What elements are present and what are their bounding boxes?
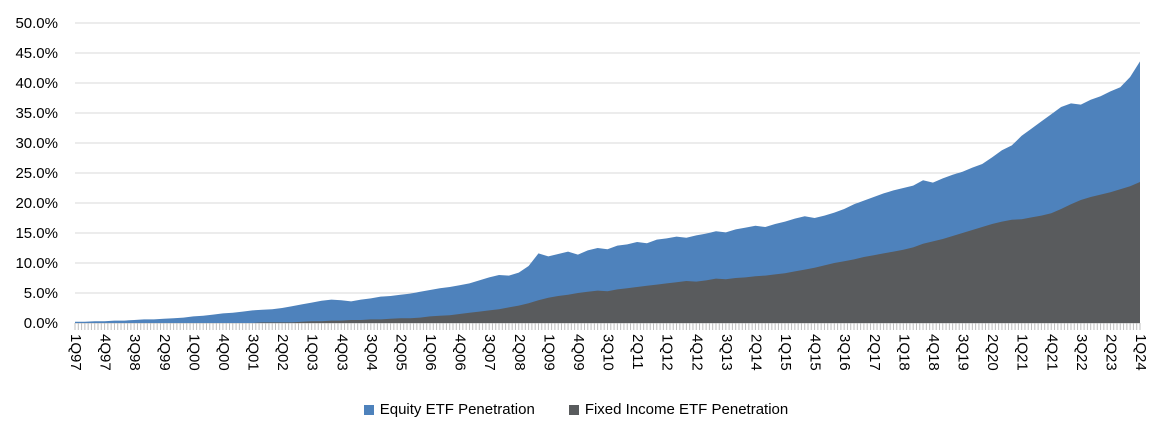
x-axis-tick-label: 2Q02 bbox=[274, 334, 291, 371]
x-axis-tick-label: 1Q97 bbox=[67, 334, 84, 371]
x-axis-tick-label: 2Q11 bbox=[629, 334, 646, 370]
x-axis-tick-label: 4Q21 bbox=[1043, 334, 1060, 371]
x-axis-tick-label: 4Q12 bbox=[688, 334, 705, 371]
x-axis-tick-label: 3Q13 bbox=[718, 334, 735, 371]
x-axis-tick-label: 1Q24 bbox=[1132, 334, 1149, 371]
x-axis-tick-label: 2Q20 bbox=[984, 334, 1001, 371]
y-axis-tick-label: 30.0% bbox=[15, 135, 58, 152]
y-axis-tick-label: 5.0% bbox=[24, 285, 58, 302]
fixed-income-series-swatch-icon bbox=[568, 405, 579, 415]
legend-item-equity: Equity ETF Penetration bbox=[363, 401, 535, 419]
x-axis-tick-label: 4Q06 bbox=[452, 334, 469, 371]
x-axis-tick-label: 2Q17 bbox=[866, 334, 883, 371]
x-axis-tick-label: 1Q12 bbox=[659, 334, 676, 371]
legend-label-fixed-income: Fixed Income ETF Penetration bbox=[584, 401, 789, 418]
x-axis-tick-label: 1Q15 bbox=[777, 334, 794, 371]
x-axis-tick-label: 3Q07 bbox=[481, 334, 498, 371]
y-axis-tick-label: 50.0% bbox=[15, 15, 58, 32]
y-axis-tick-label: 35.0% bbox=[15, 105, 58, 122]
x-axis-tick-label: 1Q00 bbox=[185, 334, 202, 371]
x-axis-tick-label: 1Q21 bbox=[1014, 334, 1031, 371]
y-axis-tick-label: 10.0% bbox=[15, 255, 58, 272]
x-axis-tick-label: 2Q14 bbox=[747, 334, 764, 371]
x-axis-tick-label: 4Q03 bbox=[333, 334, 350, 371]
x-axis-tick-label: 3Q98 bbox=[126, 334, 143, 371]
y-axis-tick-label: 25.0% bbox=[15, 165, 58, 182]
area-series-fixed-income bbox=[75, 182, 1140, 323]
x-axis-tick-label: 3Q16 bbox=[836, 334, 853, 371]
x-axis-tick-label: 3Q19 bbox=[955, 334, 972, 371]
x-axis-tick-label: 4Q00 bbox=[215, 334, 232, 371]
x-axis-tick-label: 2Q99 bbox=[156, 334, 173, 371]
x-axis-tick-label: 1Q18 bbox=[895, 334, 912, 371]
y-axis-tick-label: 45.0% bbox=[15, 45, 58, 62]
x-axis-tick-label: 2Q05 bbox=[392, 334, 409, 371]
y-axis-tick-label: 20.0% bbox=[15, 195, 58, 212]
x-axis-tick-label: 4Q18 bbox=[925, 334, 942, 371]
y-axis-tick-label: 15.0% bbox=[15, 225, 58, 242]
legend-label-equity: Equity ETF Penetration bbox=[379, 401, 535, 418]
x-axis-tick-label: 3Q04 bbox=[363, 334, 380, 371]
y-axis-tick-label: 0.0% bbox=[24, 315, 58, 332]
x-axis-tick-label: 4Q15 bbox=[807, 334, 824, 371]
x-axis-tick-label: 2Q23 bbox=[1102, 334, 1119, 371]
x-axis-tick-label: 2Q08 bbox=[511, 334, 528, 371]
x-axis-tick-label: 1Q03 bbox=[304, 334, 321, 371]
x-axis-tick-label: 1Q09 bbox=[540, 334, 557, 371]
equity-series-swatch-icon bbox=[363, 405, 374, 415]
x-axis-tick-label: 3Q22 bbox=[1073, 334, 1090, 371]
x-axis-tick-label: 3Q10 bbox=[600, 334, 617, 371]
x-axis-tick-label: 4Q97 bbox=[97, 334, 114, 371]
y-axis-tick-label: 40.0% bbox=[15, 75, 58, 92]
legend: Equity ETF Penetration Fixed Income ETF … bbox=[0, 401, 1152, 419]
legend-item-fixed-income: Fixed Income ETF Penetration bbox=[568, 401, 789, 419]
x-axis-tick-label: 3Q01 bbox=[245, 334, 262, 371]
x-axis-tick-label: 1Q06 bbox=[422, 334, 439, 371]
x-axis-tick-label: 4Q09 bbox=[570, 334, 587, 371]
